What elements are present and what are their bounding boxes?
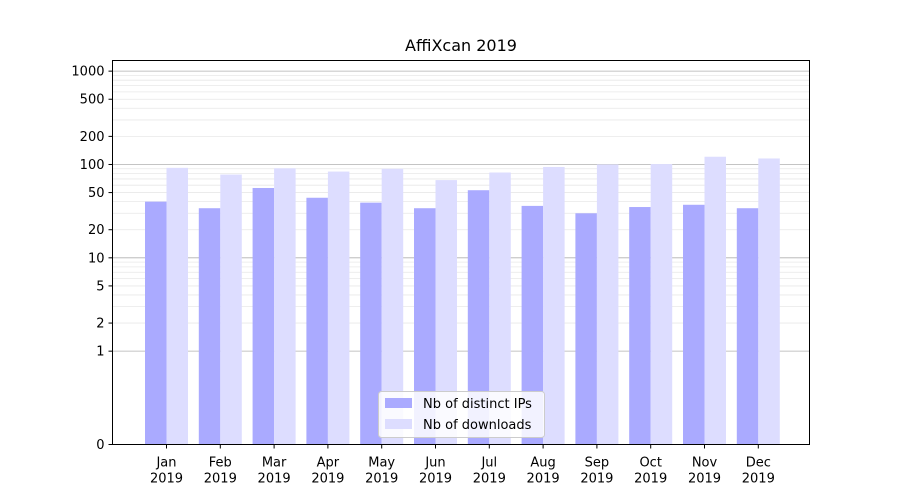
bar-downloads [274, 168, 296, 445]
chart-title: AffiXcan 2019 [405, 36, 517, 55]
y-tick-label: 100 [80, 158, 105, 173]
x-tick-label-year: 2019 [419, 472, 452, 487]
x-tick-label-year: 2019 [634, 472, 667, 487]
x-tick-label-year: 2019 [580, 472, 613, 487]
plot-frame [112, 60, 810, 445]
y-tick-label: 20 [88, 223, 105, 238]
bar-downloads [758, 158, 780, 445]
x-tick-label-month: Jun [424, 456, 445, 471]
x-tick-label-month: Apr [317, 456, 340, 471]
bar-downloads [596, 164, 619, 445]
bar-ips [145, 201, 167, 445]
x-tick-label-month: Mar [262, 456, 287, 471]
legend-label: Nb of downloads [423, 418, 532, 433]
bar-downloads [650, 164, 673, 445]
bar-ips [521, 205, 544, 445]
bar-ips [683, 204, 705, 445]
x-tick-label-month: May [368, 456, 395, 471]
bar-ips [414, 208, 436, 445]
bar-ips [467, 190, 490, 445]
y-tick-label: 500 [80, 93, 105, 108]
bar-ips [575, 213, 597, 445]
bar-downloads [220, 174, 242, 445]
bar-ips [306, 197, 328, 445]
x-tick-label-year: 2019 [365, 472, 398, 487]
bars-layer [145, 156, 780, 445]
x-tick-label-year: 2019 [527, 472, 560, 487]
y-tick-label: 50 [88, 186, 105, 201]
x-tick-label-year: 2019 [473, 472, 506, 487]
legend-label: Nb of distinct IPs [423, 397, 532, 412]
y-axis: 0 1 2 5 10 20 50 100 200 500 1000 [71, 65, 113, 453]
bar-downloads [327, 171, 350, 445]
x-tick-label-year: 2019 [150, 472, 183, 487]
x-tick-label-month: Aug [530, 456, 555, 471]
y-tick-label: 2 [96, 317, 104, 332]
bar-ips [629, 207, 651, 445]
legend-swatch [385, 398, 412, 408]
bar-downloads [543, 166, 565, 445]
x-tick-label-month: Jul [480, 456, 497, 471]
x-tick-label-month: Feb [209, 456, 232, 471]
y-tick-label: 5 [96, 279, 104, 294]
bar-downloads [435, 180, 457, 445]
x-tick-label-month: Sep [585, 456, 610, 471]
bar-ips [360, 202, 382, 445]
bar-ips [252, 187, 275, 445]
x-tick-label-year: 2019 [311, 472, 344, 487]
bar-ips [198, 208, 221, 445]
y-tick-label: 10 [88, 251, 105, 266]
bar-ips [736, 208, 759, 445]
legend: Nb of distinct IPs Nb of downloads [378, 391, 545, 438]
bar-downloads [489, 172, 511, 445]
x-tick-label-month: Dec [746, 456, 771, 471]
bar-downloads [166, 167, 188, 445]
bar-downloads [704, 156, 726, 445]
x-tick-label-month: Nov [692, 456, 718, 471]
x-tick-label-year: 2019 [742, 472, 775, 487]
x-axis: Jan2019Feb2019Mar2019Apr2019May2019Jun20… [150, 444, 775, 487]
x-tick-label-month: Jan [155, 456, 176, 471]
x-tick-label-year: 2019 [204, 472, 237, 487]
y-tick-label: 1000 [71, 65, 104, 80]
y-tick-label: 200 [80, 130, 105, 145]
x-tick-label-month: Oct [639, 456, 661, 471]
x-tick-label-year: 2019 [688, 472, 721, 487]
x-tick-label-year: 2019 [258, 472, 291, 487]
y-tick-label: 1 [96, 345, 104, 360]
y-tick-label: 0 [96, 438, 104, 453]
legend-box [378, 391, 545, 438]
legend-swatch [385, 419, 412, 429]
bar-downloads [381, 168, 404, 445]
